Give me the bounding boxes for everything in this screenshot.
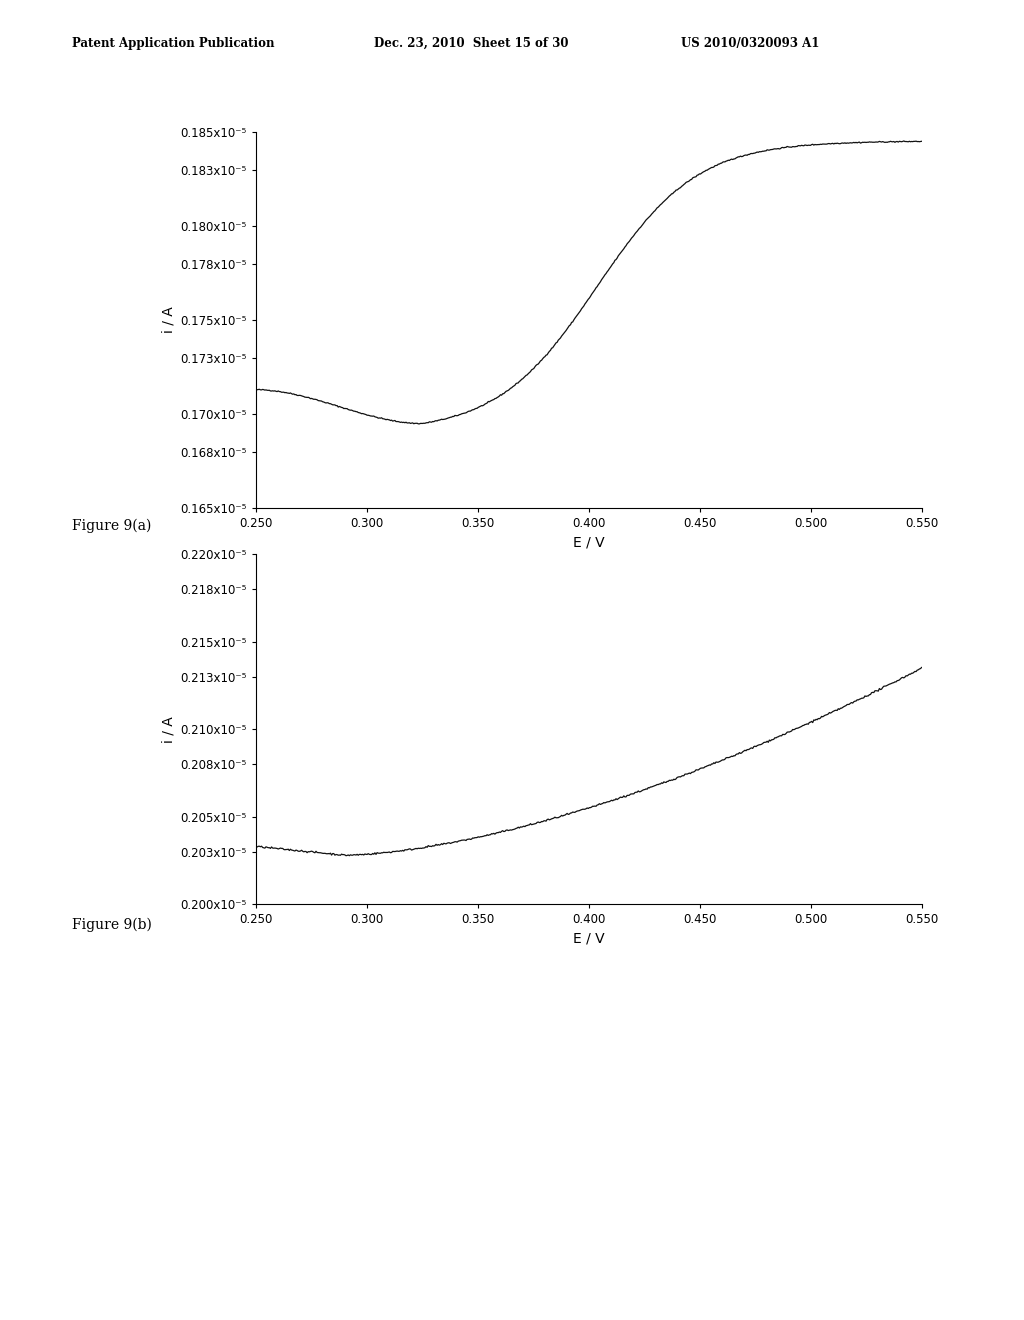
X-axis label: E / V: E / V (573, 932, 604, 946)
Y-axis label: i / A: i / A (161, 306, 175, 334)
Y-axis label: i / A: i / A (161, 715, 175, 743)
X-axis label: E / V: E / V (573, 536, 604, 550)
Text: Patent Application Publication: Patent Application Publication (72, 37, 274, 50)
Text: US 2010/0320093 A1: US 2010/0320093 A1 (681, 37, 819, 50)
Text: Dec. 23, 2010  Sheet 15 of 30: Dec. 23, 2010 Sheet 15 of 30 (374, 37, 568, 50)
Text: Figure 9(a): Figure 9(a) (72, 519, 152, 533)
Text: Figure 9(b): Figure 9(b) (72, 917, 152, 932)
